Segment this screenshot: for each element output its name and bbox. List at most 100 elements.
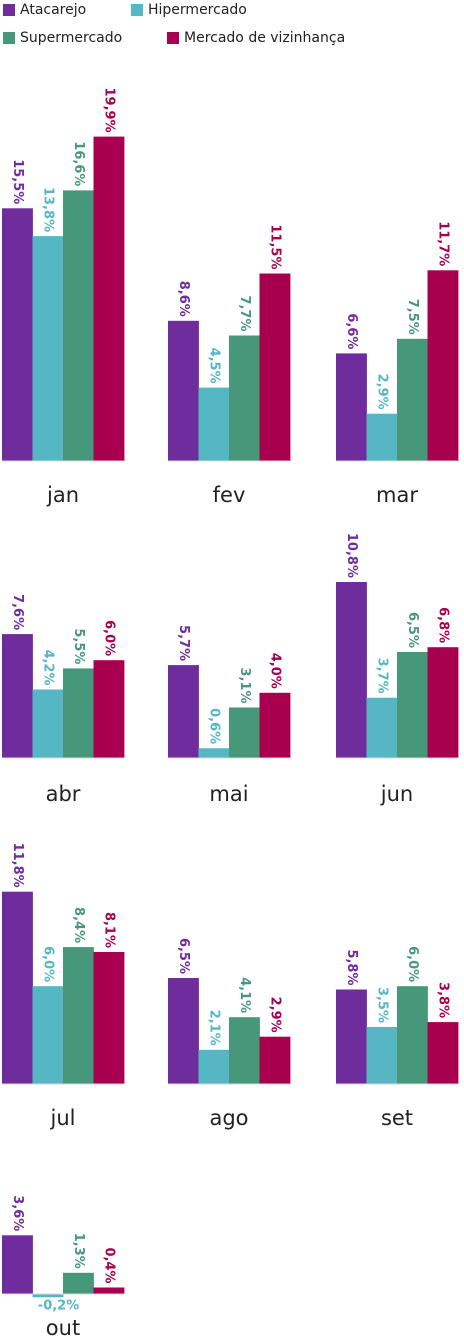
bar-atacarejo-mai	[168, 665, 199, 758]
panel-abr: 7,6% 4,2% 5,5% 6,0% abr	[2, 594, 125, 806]
value-label-mercado-de-vizinhanca-mai: 4,0%	[267, 653, 282, 689]
value-label-hipermercado-jun: 3,7%	[374, 658, 389, 694]
bar-supermercado-mar	[397, 338, 428, 462]
bar-atacarejo-jan	[2, 208, 33, 461]
legend-swatch-atacarejo	[3, 4, 15, 16]
bar-atacarejo-jul	[2, 891, 33, 1084]
value-label-atacarejo-ago: 6,5%	[176, 938, 191, 974]
panel-out: 3,6% -0,2% 1,3% 0,4% out	[2, 1195, 125, 1339]
value-label-atacarejo-jul: 11,8%	[10, 843, 25, 888]
value-label-atacarejo-jan: 15,5%	[10, 159, 25, 204]
panel-ago: 6,5% 2,1% 4,1% 2,9% ago	[168, 938, 291, 1130]
value-label-atacarejo-set: 5,8%	[344, 949, 359, 985]
bar-atacarejo-ago	[168, 978, 199, 1084]
bar-supermercado-ago	[229, 1017, 260, 1084]
bar-hipermercado-mar	[366, 413, 398, 461]
value-label-atacarejo-abr: 7,6%	[10, 594, 25, 630]
legend-swatch-hipermercado	[131, 4, 143, 16]
bar-mercado-de-vizinhanca-out	[93, 1287, 125, 1294]
bar-atacarejo-jun	[336, 582, 367, 758]
bar-supermercado-abr	[63, 668, 94, 759]
panel-jul: 11,8% 6,0% 8,4% 8,1% jul	[2, 843, 125, 1130]
bar-mercado-de-vizinhanca-ago	[259, 1036, 291, 1084]
bar-mercado-de-vizinhanca-jan	[93, 136, 125, 461]
value-label-hipermercado-fev: 4,5%	[206, 348, 221, 384]
bar-supermercado-jun	[397, 652, 428, 758]
value-label-mercado-de-vizinhanca-jul: 8,1%	[101, 912, 116, 948]
bar-hipermercado-ago	[198, 1049, 230, 1084]
value-label-mercado-de-vizinhanca-abr: 6,0%	[101, 620, 116, 656]
bar-supermercado-jan	[63, 190, 94, 461]
bar-supermercado-mai	[229, 707, 260, 758]
month-label-out: out	[46, 1316, 80, 1339]
bar-mercado-de-vizinhanca-mai	[259, 692, 291, 758]
value-label-supermercado-jan: 16,6%	[71, 141, 86, 186]
value-label-hipermercado-ago: 2,1%	[206, 1010, 221, 1046]
bar-atacarejo-fev	[168, 320, 199, 461]
bar-supermercado-set	[397, 986, 428, 1084]
value-label-hipermercado-jan: 13,8%	[40, 187, 55, 232]
value-label-mercado-de-vizinhanca-ago: 2,9%	[267, 997, 282, 1033]
legend-label-supermercado: Supermercado	[20, 30, 123, 46]
value-label-supermercado-abr: 5,5%	[71, 628, 86, 664]
bar-supermercado-fev	[229, 335, 260, 461]
month-label-jun: jun	[380, 782, 413, 806]
panel-mai: 5,7% 0,6% 3,1% 4,0% mai	[168, 625, 291, 806]
bar-mercado-de-vizinhanca-mar	[427, 270, 459, 461]
month-label-fev: fev	[213, 483, 246, 507]
value-label-supermercado-mar: 7,5%	[405, 299, 420, 335]
bar-hipermercado-jan	[32, 236, 64, 461]
value-label-mercado-de-vizinhanca-fev: 11,5%	[267, 224, 282, 269]
value-label-mercado-de-vizinhanca-out: 0,4%	[101, 1247, 116, 1283]
value-label-hipermercado-set: 3,5%	[374, 987, 389, 1023]
month-label-jul: jul	[50, 1106, 76, 1130]
value-label-supermercado-mai: 3,1%	[237, 667, 252, 703]
month-label-set: set	[381, 1106, 413, 1130]
value-label-hipermercado-out: -0,2%	[38, 1299, 79, 1314]
value-label-mercado-de-vizinhanca-mar: 11,7%	[435, 221, 450, 266]
value-label-hipermercado-mai: 0,6%	[206, 708, 221, 744]
bar-atacarejo-abr	[2, 634, 33, 758]
legend-label-mercado-de-vizinhanca: Mercado de vizinhança	[184, 30, 346, 46]
legend-item-supermercado: Supermercado	[3, 28, 122, 48]
value-label-supermercado-fev: 7,7%	[237, 295, 252, 331]
value-label-supermercado-jul: 8,4%	[71, 907, 86, 943]
value-label-mercado-de-vizinhanca-jan: 19,9%	[101, 87, 116, 132]
panel-fev: 8,6% 4,5% 7,7% 11,5% fev	[168, 224, 291, 507]
value-label-mercado-de-vizinhanca-set: 3,8%	[435, 982, 450, 1018]
bar-mercado-de-vizinhanca-fev	[259, 273, 291, 461]
value-label-atacarejo-fev: 8,6%	[176, 281, 191, 317]
panel-mar: 6,6% 2,9% 7,5% 11,7% mar	[336, 221, 459, 507]
value-label-hipermercado-mar: 2,9%	[374, 374, 389, 410]
value-label-atacarejo-out: 3,6%	[10, 1195, 25, 1231]
bar-hipermercado-set	[366, 1027, 398, 1085]
value-label-mercado-de-vizinhanca-jun: 6,8%	[435, 607, 450, 643]
bar-atacarejo-set	[336, 989, 367, 1084]
bar-mercado-de-vizinhanca-abr	[93, 660, 125, 758]
legend-swatch-mercado-de-vizinhanca	[167, 32, 179, 44]
month-label-jan: jan	[46, 483, 79, 507]
value-label-hipermercado-jul: 6,0%	[40, 946, 55, 982]
bar-hipermercado-jun	[366, 697, 398, 758]
bar-supermercado-out	[63, 1272, 94, 1294]
bar-mercado-de-vizinhanca-jul	[93, 952, 125, 1084]
value-label-atacarejo-jun: 10,8%	[344, 533, 359, 578]
value-label-supermercado-ago: 4,1%	[237, 977, 252, 1013]
panel-jan: 15,5% 13,8% 16,6% 19,9% jan	[2, 87, 125, 507]
bar-atacarejo-out	[2, 1235, 33, 1294]
month-label-ago: ago	[209, 1106, 248, 1130]
legend-label-atacarejo: Atacarejo	[20, 2, 87, 18]
panel-jun: 10,8% 3,7% 6,5% 6,8% jun	[336, 533, 459, 806]
legend-item-mercado-de-vizinhanca: Mercado de vizinhança	[167, 28, 345, 48]
month-label-mai: mai	[209, 782, 248, 806]
value-label-supermercado-set: 6,0%	[405, 946, 420, 982]
panel-set: 5,8% 3,5% 6,0% 3,8% set	[336, 946, 459, 1130]
value-label-atacarejo-mar: 6,6%	[344, 313, 359, 349]
value-label-supermercado-out: 1,3%	[71, 1233, 86, 1269]
month-label-abr: abr	[46, 782, 81, 806]
bar-hipermercado-fev	[198, 387, 230, 461]
legend: Atacarejo Hipermercado Supermercado Merc…	[0, 0, 464, 50]
value-label-supermercado-jun: 6,5%	[405, 612, 420, 648]
value-label-hipermercado-abr: 4,2%	[40, 649, 55, 685]
